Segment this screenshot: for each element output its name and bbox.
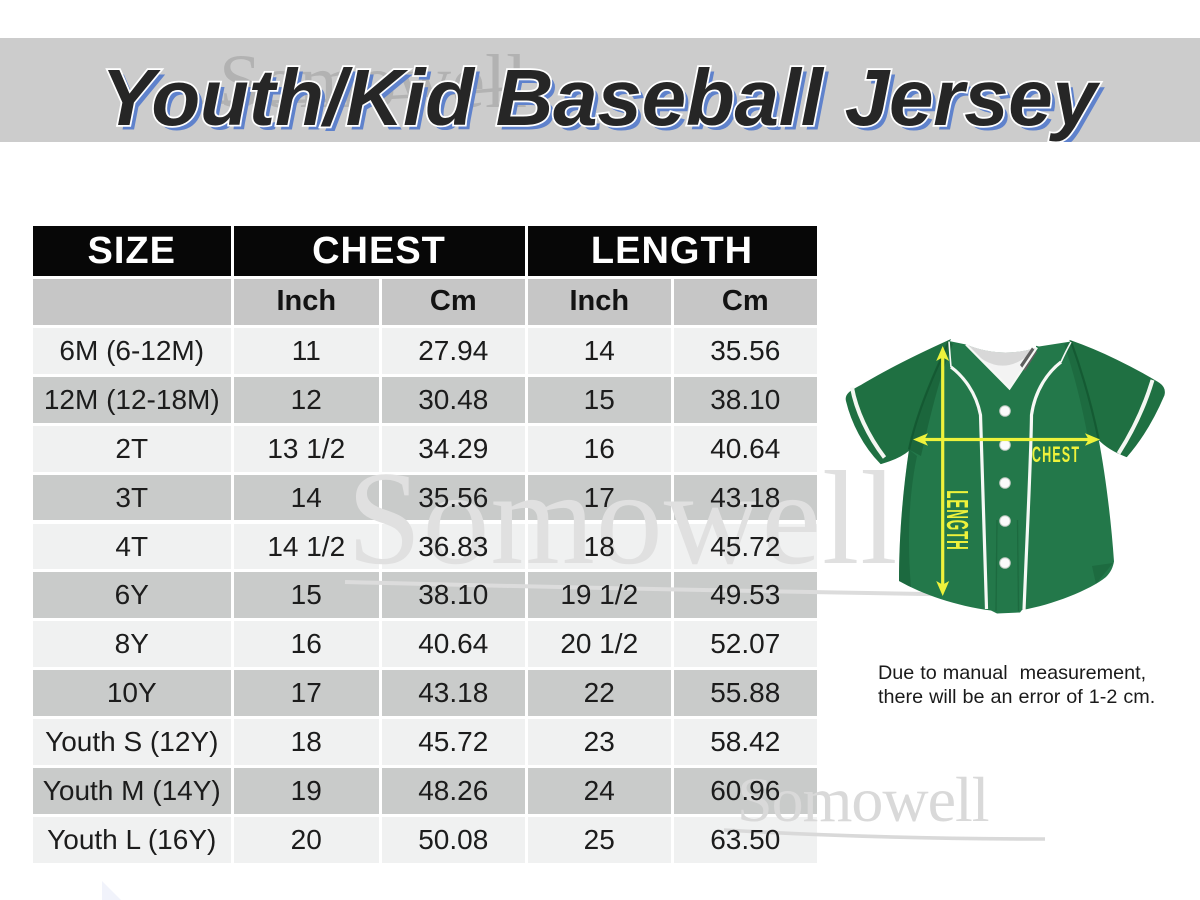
svg-text:Youth/Kid Baseball Jersey: Youth/Kid Baseball Jersey [106, 58, 1105, 143]
svg-text:Somowell: Somowell [219, 40, 527, 124]
svg-text:Somowell: Somowell [347, 444, 898, 592]
svg-text:CHEST: CHEST [1032, 441, 1080, 467]
svg-text:Youth/Kid Baseball Jersey: Youth/Kid Baseball Jersey [101, 53, 1100, 142]
svg-text:LENGTH: LENGTH [941, 490, 975, 550]
svg-text:Somowell: Somowell [737, 764, 989, 835]
